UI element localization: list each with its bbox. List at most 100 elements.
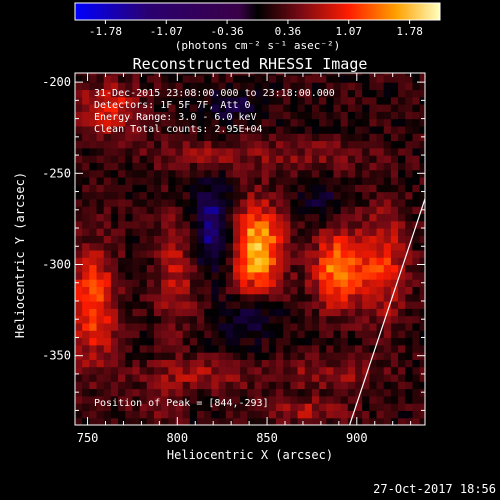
heatmap-cell	[326, 198, 335, 207]
heatmap-cell	[96, 125, 105, 134]
heatmap-cell	[247, 373, 256, 382]
heatmap-cell	[75, 300, 83, 309]
heatmap-cell	[347, 89, 356, 98]
heatmap-cell	[304, 279, 313, 287]
heatmap-cell	[297, 74, 306, 83]
heatmap-cell	[82, 344, 90, 353]
heatmap-cell	[211, 286, 220, 295]
heatmap-cell	[362, 279, 370, 287]
heatmap-cell	[204, 206, 213, 215]
heatmap-cell	[153, 213, 162, 222]
heatmap-cell	[103, 322, 112, 331]
heatmap-cell	[139, 89, 148, 98]
heatmap-cell	[182, 118, 191, 127]
heatmap-cell	[146, 184, 155, 193]
heatmap-cell	[103, 242, 112, 251]
heatmap-cell	[297, 322, 306, 331]
heatmap-cell	[204, 191, 213, 200]
heatmap-cell	[118, 82, 126, 91]
heatmap-cell	[118, 96, 126, 105]
heatmap-cell	[139, 381, 148, 390]
heatmap-cell	[405, 352, 414, 360]
heatmap-cell	[118, 381, 126, 390]
heatmap-cell	[232, 257, 241, 266]
heatmap-cell	[347, 344, 356, 353]
heatmap-cell	[333, 184, 342, 193]
heatmap-cell	[161, 322, 169, 331]
heatmap-cell	[283, 257, 291, 266]
heatmap-cell	[146, 82, 155, 91]
heatmap-cell	[118, 220, 126, 229]
heatmap-cell	[290, 352, 299, 360]
heatmap-cell	[247, 352, 256, 360]
heatmap-cell	[197, 198, 205, 207]
heatmap-cell	[290, 176, 299, 185]
heatmap-cell	[412, 111, 421, 120]
heatmap-cell	[311, 359, 320, 368]
heatmap-cell	[268, 89, 277, 98]
heatmap-cell	[290, 410, 299, 419]
heatmap-cell	[161, 74, 169, 83]
heatmap-cell	[197, 337, 205, 346]
heatmap-cell	[146, 337, 155, 346]
heatmap-cell	[189, 279, 198, 287]
heatmap-cell	[153, 82, 162, 91]
heatmap-cell	[333, 96, 342, 105]
heatmap-cell	[254, 169, 263, 178]
heatmap-cell	[333, 308, 342, 317]
heatmap-cell	[347, 73, 356, 76]
heatmap-cell	[139, 96, 148, 105]
heatmap-cell	[340, 300, 349, 309]
heatmap-cell	[276, 228, 284, 236]
heatmap-cell	[240, 337, 248, 346]
heatmap-cell	[268, 257, 277, 266]
heatmap-cell	[355, 366, 363, 375]
heatmap-cell	[369, 286, 378, 295]
heatmap-cell	[297, 279, 306, 287]
heatmap-cell	[75, 395, 83, 404]
heatmap-cell	[96, 293, 105, 302]
heatmap-cell	[347, 381, 356, 390]
heatmap-cell	[319, 220, 327, 229]
heatmap-cell	[362, 140, 370, 149]
heatmap-cell	[89, 176, 98, 185]
heatmap-cell	[96, 206, 105, 215]
heatmap-cell	[146, 191, 155, 200]
heatmap-cell	[412, 388, 421, 397]
heatmap-cell	[103, 286, 112, 295]
heatmap-cell	[304, 89, 313, 98]
heatmap-cell	[96, 228, 105, 236]
heatmap-cell	[118, 162, 126, 171]
heatmap-cell	[419, 373, 425, 382]
heatmap-cell	[304, 417, 313, 425]
heatmap-cell	[240, 249, 248, 258]
heatmap-cell	[204, 235, 213, 244]
heatmap-cell	[153, 162, 162, 171]
heatmap-cell	[390, 96, 399, 105]
heatmap-cell	[182, 96, 191, 105]
heatmap-cell	[333, 206, 342, 215]
heatmap-cell	[326, 228, 335, 236]
heatmap-cell	[211, 271, 220, 280]
heatmap-cell	[419, 147, 425, 156]
heatmap-cell	[240, 111, 248, 120]
heatmap-cell	[132, 417, 141, 425]
heatmap-cell	[405, 104, 414, 112]
heatmap-cell	[240, 308, 248, 317]
heatmap-cell	[333, 388, 342, 397]
heatmap-cell	[82, 388, 90, 397]
heatmap-cell	[197, 293, 205, 302]
heatmap-cell	[110, 228, 119, 236]
heatmap-cell	[326, 133, 335, 142]
heatmap-cell	[261, 315, 270, 324]
heatmap-cell	[355, 96, 363, 105]
heatmap-cell	[132, 74, 141, 83]
heatmap-cell	[89, 308, 98, 317]
heatmap-cell	[290, 337, 299, 346]
heatmap-cell	[125, 213, 134, 222]
heatmap-cell	[247, 155, 256, 163]
heatmap-cell	[412, 191, 421, 200]
heatmap-cell	[197, 228, 205, 236]
heatmap-cell	[132, 155, 141, 163]
heatmap-cell	[161, 417, 169, 425]
